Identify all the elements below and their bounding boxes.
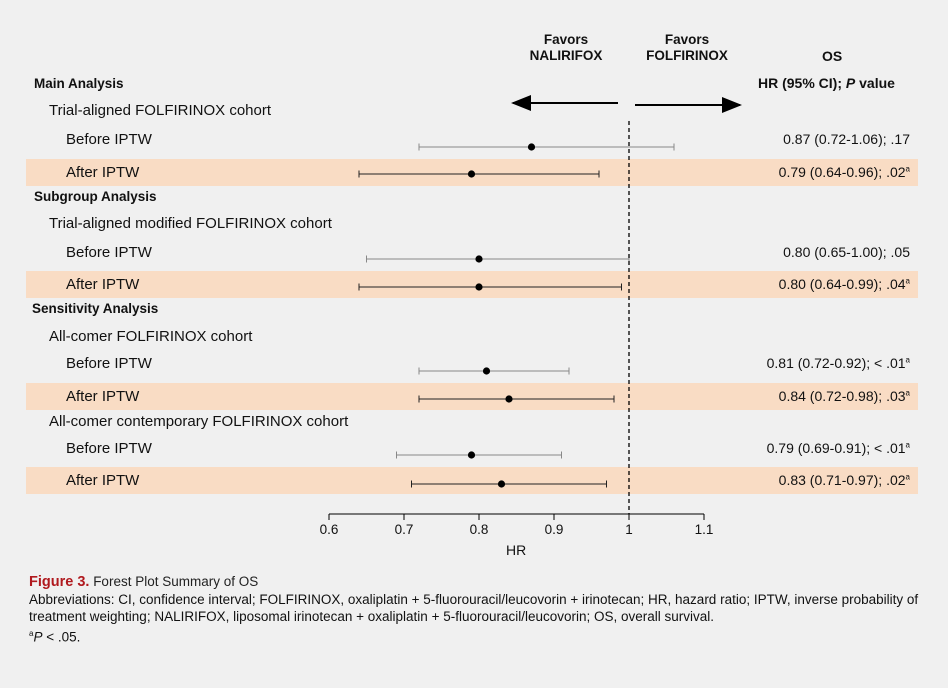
- hr-point-3: [475, 255, 483, 263]
- hr-point-5: [482, 367, 491, 375]
- hr-value-3: 0.80 (0.65-1.00); .05: [783, 244, 910, 260]
- row-label-after-2: After IPTW: [66, 276, 140, 293]
- hr-point-8: [497, 480, 506, 488]
- hr-value-5: 0.81 (0.72-0.92); < .01a: [766, 355, 910, 371]
- x-tick-label-5: 1: [625, 522, 633, 537]
- hr-point-1: [527, 143, 536, 151]
- cohort-trial-aligned: Trial-aligned FOLFIRINOX cohort: [49, 102, 272, 119]
- highlight-band-row-4: [26, 271, 918, 298]
- x-tick-label-1: 0.6: [320, 522, 339, 537]
- x-tick-label-2: 0.7: [395, 522, 414, 537]
- section-sensitivity-analysis: Sensitivity Analysis: [32, 301, 159, 316]
- favors-nalirifox-label: Favors NALIRIFOX: [529, 32, 603, 63]
- row-label-before-3: Before IPTW: [66, 355, 152, 372]
- figure-caption: Figure 3. Forest Plot Summary of OS Abbr…: [29, 573, 919, 646]
- hr-value-6: 0.84 (0.72-0.98); .03a: [778, 388, 910, 404]
- hr-point-7: [467, 451, 476, 459]
- row-label-after-4: After IPTW: [66, 472, 140, 489]
- section-main-analysis: Main Analysis: [34, 76, 124, 91]
- hr-point-6: [505, 395, 513, 403]
- row-label-after-3: After IPTW: [66, 388, 140, 405]
- plot-layer: [358, 121, 675, 514]
- hr-value-7: 0.79 (0.69-0.91); < .01a: [766, 440, 910, 456]
- x-tick-label-3: 0.8: [470, 522, 489, 537]
- footnote: aP < .05.: [29, 629, 81, 645]
- x-tick-label-6: 1.1: [695, 522, 714, 537]
- row-label-before-4: Before IPTW: [66, 440, 152, 457]
- os-column-title: OS: [822, 48, 843, 64]
- x-tick-label-4: 0.9: [545, 522, 564, 537]
- highlight-band-row-8: [26, 467, 918, 494]
- hr-value-8: 0.83 (0.71-0.97); .02a: [778, 472, 910, 488]
- row-label-before-1: Before IPTW: [66, 131, 152, 148]
- hr-value-1: 0.87 (0.72-1.06); .17: [783, 131, 910, 147]
- abbreviations-text: Abbreviations: CI, confidence interval; …: [29, 592, 919, 624]
- row-label-after-1: After IPTW: [66, 164, 140, 181]
- hr-column-title: HR (95% CI); P value: [758, 75, 895, 91]
- hr-value-4: 0.80 (0.64-0.99); .04a: [778, 276, 910, 292]
- x-axis-label: HR: [506, 542, 527, 558]
- figure-title: Figure 3. Forest Plot Summary of OS: [29, 574, 259, 590]
- cohort-all-comer-contemporary: All-comer contemporary FOLFIRINOX cohort: [49, 413, 349, 430]
- hr-point-2: [467, 170, 476, 178]
- cohort-all-comer: All-comer FOLFIRINOX cohort: [49, 328, 253, 345]
- section-subgroup-analysis: Subgroup Analysis: [34, 189, 157, 204]
- cohort-trial-aligned-modified: Trial-aligned modified FOLFIRINOX cohort: [49, 215, 332, 232]
- hr-value-2: 0.79 (0.64-0.96); .02a: [778, 164, 910, 180]
- hr-point-4: [475, 283, 483, 291]
- row-label-before-2: Before IPTW: [66, 244, 152, 261]
- favors-folfirinox-label: Favors FOLFIRINOX: [646, 32, 728, 63]
- x-axis: 0.6 0.7 0.8 0.9 1 1.1: [320, 513, 714, 537]
- highlight-band-row-6: [26, 383, 918, 410]
